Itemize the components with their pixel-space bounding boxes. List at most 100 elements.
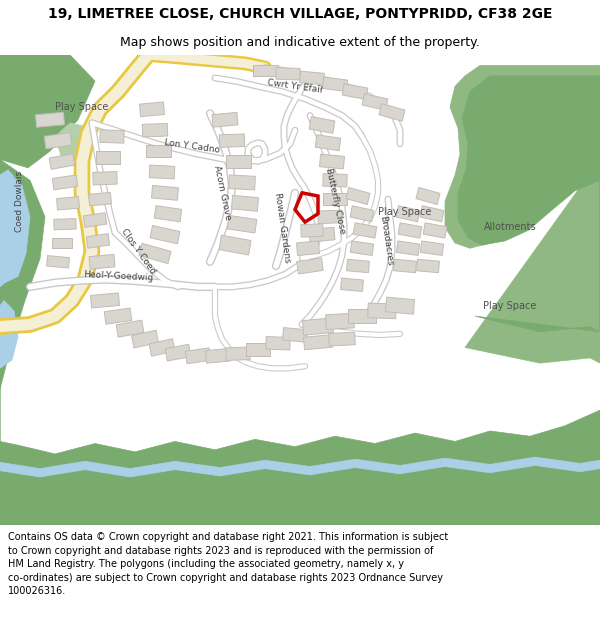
Polygon shape [149,165,175,179]
Polygon shape [104,308,132,324]
Polygon shape [226,155,251,168]
Polygon shape [0,301,18,368]
Polygon shape [347,259,370,272]
Polygon shape [89,254,115,269]
Text: 19, LIMETREE CLOSE, CHURCH VILLAGE, PONTYPRIDD, CF38 2GE: 19, LIMETREE CLOSE, CHURCH VILLAGE, PONT… [48,8,552,21]
Text: Broadacres: Broadacres [378,215,394,267]
Polygon shape [266,337,290,350]
Polygon shape [309,228,335,242]
Polygon shape [185,348,211,364]
Polygon shape [246,343,270,356]
Polygon shape [89,192,112,206]
Polygon shape [304,335,332,350]
Polygon shape [348,309,376,323]
Polygon shape [326,313,355,329]
Polygon shape [320,154,344,169]
Polygon shape [416,188,440,204]
Polygon shape [350,241,374,256]
Polygon shape [301,224,323,237]
Polygon shape [232,196,259,211]
Text: Lon Y Cadno: Lon Y Cadno [164,139,220,155]
Polygon shape [309,117,335,133]
Text: Rowan Gardens: Rowan Gardens [272,192,292,263]
Polygon shape [379,104,405,121]
Polygon shape [56,197,79,210]
Polygon shape [318,210,342,224]
Polygon shape [96,151,120,164]
Text: Clos Y Coed: Clos Y Coed [119,227,157,276]
Polygon shape [394,259,416,272]
Polygon shape [49,154,75,169]
Text: Acorn Grove: Acorn Grove [212,164,232,221]
Text: Contains OS data © Crown copyright and database right 2021. This information is : Contains OS data © Crown copyright and d… [8,532,448,596]
Polygon shape [86,234,110,248]
Polygon shape [206,349,230,363]
Polygon shape [297,258,323,274]
Text: Map shows position and indicative extent of the property.: Map shows position and indicative extent… [120,36,480,49]
Polygon shape [35,112,64,128]
Text: Play Space: Play Space [379,207,431,217]
Polygon shape [165,344,191,361]
Text: Allotments: Allotments [484,222,536,232]
Polygon shape [146,145,170,158]
Polygon shape [152,186,178,200]
Polygon shape [44,132,72,149]
Polygon shape [0,170,30,287]
Polygon shape [283,328,307,342]
Polygon shape [350,206,374,222]
Polygon shape [150,226,180,244]
Polygon shape [416,259,439,272]
Polygon shape [368,303,396,319]
Polygon shape [342,84,368,99]
Polygon shape [0,457,600,477]
Polygon shape [397,241,419,256]
Polygon shape [140,102,164,117]
Polygon shape [52,238,72,248]
Polygon shape [423,223,447,238]
Polygon shape [0,159,45,444]
Polygon shape [323,174,347,187]
Polygon shape [91,293,119,308]
Text: Play Space: Play Space [55,102,109,112]
Polygon shape [142,124,168,137]
Polygon shape [229,175,256,190]
Polygon shape [131,330,158,348]
Polygon shape [149,339,175,356]
Polygon shape [55,123,92,161]
Polygon shape [253,65,277,76]
Text: Butterfly Close: Butterfly Close [323,168,346,235]
Polygon shape [226,347,250,361]
Polygon shape [219,235,251,255]
Polygon shape [445,66,600,363]
Polygon shape [385,297,415,314]
Polygon shape [83,213,107,228]
Polygon shape [47,256,70,268]
Polygon shape [329,332,355,346]
Polygon shape [315,135,341,151]
Polygon shape [323,193,347,206]
Polygon shape [322,77,347,91]
Polygon shape [398,223,422,238]
Polygon shape [396,206,420,222]
Polygon shape [458,76,600,332]
Polygon shape [227,216,257,233]
Polygon shape [93,171,117,185]
Polygon shape [54,219,76,230]
Polygon shape [341,278,364,291]
Polygon shape [100,130,124,143]
Polygon shape [420,206,444,222]
Polygon shape [212,112,238,127]
Polygon shape [362,94,388,110]
Text: Heol-Y-Goedwig: Heol-Y-Goedwig [83,270,153,282]
Text: Play Space: Play Space [484,301,536,311]
Polygon shape [346,188,370,204]
Polygon shape [353,223,377,238]
Polygon shape [116,320,144,337]
Polygon shape [276,68,300,80]
Polygon shape [52,175,77,190]
Polygon shape [139,243,171,264]
Polygon shape [219,134,245,148]
Polygon shape [0,55,95,168]
Polygon shape [296,241,319,256]
Polygon shape [302,318,334,335]
